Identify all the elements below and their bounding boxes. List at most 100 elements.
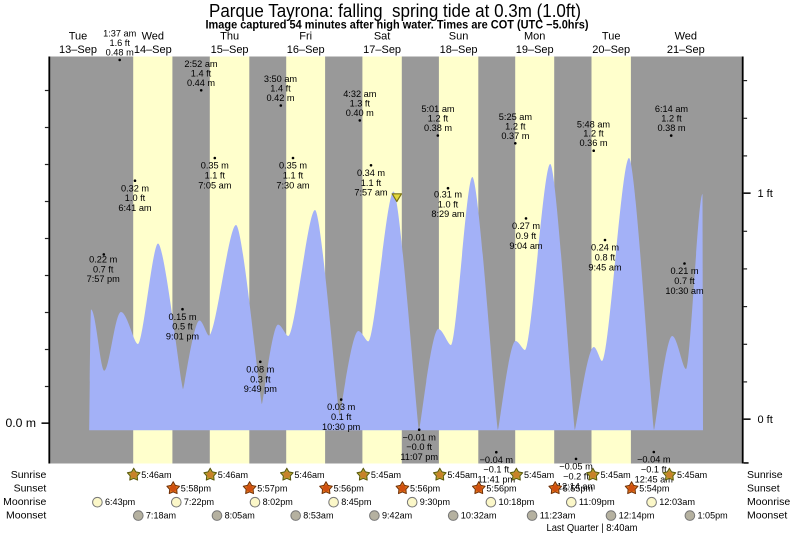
svg-text:12:03am: 12:03am bbox=[659, 497, 695, 508]
svg-text:0.35 m: 0.35 m bbox=[279, 161, 307, 171]
svg-text:Sunrise: Sunrise bbox=[747, 469, 783, 481]
svg-text:5:46am: 5:46am bbox=[141, 470, 171, 481]
svg-text:9:45 am: 9:45 am bbox=[588, 262, 622, 272]
svg-text:0.35 m: 0.35 m bbox=[201, 161, 229, 171]
svg-text:11:41 pm: 11:41 pm bbox=[477, 475, 515, 485]
svg-text:7:18am: 7:18am bbox=[146, 510, 176, 521]
svg-text:0.34 m: 0.34 m bbox=[357, 168, 385, 178]
svg-text:Moonrise: Moonrise bbox=[747, 496, 790, 508]
svg-text:14–Sep: 14–Sep bbox=[134, 44, 172, 56]
svg-text:0.5 ft: 0.5 ft bbox=[172, 322, 193, 332]
svg-text:0.9 ft: 0.9 ft bbox=[516, 231, 537, 241]
svg-text:0.0 m: 0.0 m bbox=[6, 416, 36, 430]
svg-text:1 ft: 1 ft bbox=[758, 188, 773, 200]
svg-text:15–Sep: 15–Sep bbox=[211, 44, 249, 56]
svg-text:1.0 ft: 1.0 ft bbox=[125, 193, 146, 203]
svg-text:7:57 pm: 7:57 pm bbox=[87, 274, 121, 284]
svg-text:0.15 m: 0.15 m bbox=[168, 312, 196, 322]
svg-text:7:57 am: 7:57 am bbox=[354, 188, 388, 198]
svg-text:5:54pm: 5:54pm bbox=[639, 484, 669, 495]
svg-text:16–Sep: 16–Sep bbox=[287, 44, 325, 56]
svg-text:1.2 ft: 1.2 ft bbox=[505, 121, 526, 131]
svg-text:0.24 m: 0.24 m bbox=[591, 243, 619, 253]
svg-text:2:52 am: 2:52 am bbox=[184, 59, 218, 69]
svg-text:8:02pm: 8:02pm bbox=[263, 497, 293, 508]
svg-text:5:57pm: 5:57pm bbox=[257, 484, 287, 495]
svg-text:0.8 ft: 0.8 ft bbox=[595, 253, 616, 263]
svg-text:1.1 ft: 1.1 ft bbox=[205, 171, 226, 181]
svg-text:0.21 m: 0.21 m bbox=[670, 266, 698, 276]
svg-text:0.22 m: 0.22 m bbox=[89, 254, 117, 264]
svg-text:Moonrise: Moonrise bbox=[3, 496, 46, 508]
svg-text:5:45am: 5:45am bbox=[447, 470, 477, 481]
svg-text:5:45am: 5:45am bbox=[677, 470, 707, 481]
svg-text:0.36 m: 0.36 m bbox=[579, 138, 607, 148]
svg-text:Sun: Sun bbox=[449, 31, 469, 43]
svg-text:1.6 ft: 1.6 ft bbox=[109, 38, 130, 48]
svg-text:Wed: Wed bbox=[142, 31, 164, 43]
svg-text:5:56pm: 5:56pm bbox=[486, 484, 516, 495]
svg-text:18–Sep: 18–Sep bbox=[440, 44, 478, 56]
svg-text:0.03 m: 0.03 m bbox=[327, 402, 355, 412]
svg-text:5:55pm: 5:55pm bbox=[563, 484, 593, 495]
svg-text:Image captured 54 minutes afte: Image captured 54 minutes after high wat… bbox=[206, 17, 589, 31]
svg-text:0.27 m: 0.27 m bbox=[512, 221, 540, 231]
svg-text:9:42am: 9:42am bbox=[382, 510, 412, 521]
svg-text:Sunset: Sunset bbox=[14, 483, 47, 495]
svg-text:Thu: Thu bbox=[220, 31, 239, 43]
svg-text:11:09pm: 11:09pm bbox=[579, 497, 615, 508]
svg-text:1.0 ft: 1.0 ft bbox=[438, 199, 459, 209]
svg-text:−0.01 m: −0.01 m bbox=[402, 432, 436, 442]
svg-text:1:37 am: 1:37 am bbox=[103, 29, 137, 39]
svg-text:5:56pm: 5:56pm bbox=[410, 484, 440, 495]
svg-text:0.31 m: 0.31 m bbox=[434, 189, 462, 199]
svg-text:Moonset: Moonset bbox=[747, 509, 787, 521]
svg-text:10:30 pm: 10:30 pm bbox=[322, 422, 361, 432]
svg-text:Parque Tayrona: falling sprin: Parque Tayrona: falling spring tide at 0… bbox=[209, 1, 581, 21]
svg-text:1.2 ft: 1.2 ft bbox=[428, 114, 449, 124]
svg-text:21–Sep: 21–Sep bbox=[667, 44, 705, 56]
svg-text:−0.0 ft: −0.0 ft bbox=[406, 442, 432, 452]
svg-text:Sunset: Sunset bbox=[747, 483, 780, 495]
svg-text:5:25 am: 5:25 am bbox=[499, 112, 533, 122]
svg-text:1.4 ft: 1.4 ft bbox=[270, 84, 291, 94]
svg-text:−0.2 ft: −0.2 ft bbox=[563, 471, 589, 481]
svg-text:0.08 m: 0.08 m bbox=[246, 364, 274, 374]
svg-text:8:53am: 8:53am bbox=[303, 510, 333, 521]
svg-text:0.48 m: 0.48 m bbox=[106, 47, 134, 57]
svg-text:8:45pm: 8:45pm bbox=[341, 497, 371, 508]
svg-text:9:49 pm: 9:49 pm bbox=[244, 384, 278, 394]
svg-text:−0.04 m: −0.04 m bbox=[637, 455, 671, 465]
svg-text:12:45 am: 12:45 am bbox=[635, 474, 674, 484]
svg-text:Last Quarter | 8:40am: Last Quarter | 8:40am bbox=[547, 522, 638, 534]
svg-text:5:56pm: 5:56pm bbox=[334, 484, 364, 495]
svg-text:−0.05 m: −0.05 m bbox=[559, 462, 593, 472]
svg-text:1.2 ft: 1.2 ft bbox=[661, 114, 682, 124]
svg-text:−0.04 m: −0.04 m bbox=[480, 455, 514, 465]
svg-text:1.1 ft: 1.1 ft bbox=[283, 171, 304, 181]
svg-text:17–Sep: 17–Sep bbox=[363, 44, 401, 56]
svg-text:Sunrise: Sunrise bbox=[11, 469, 47, 481]
svg-text:5:48 am: 5:48 am bbox=[577, 119, 611, 129]
svg-text:5:01 am: 5:01 am bbox=[421, 104, 455, 114]
svg-text:5:45am: 5:45am bbox=[524, 470, 554, 481]
svg-text:0.38 m: 0.38 m bbox=[657, 123, 685, 133]
svg-text:Tue: Tue bbox=[602, 31, 621, 43]
svg-text:0 ft: 0 ft bbox=[758, 414, 773, 426]
svg-text:10:32am: 10:32am bbox=[461, 510, 497, 521]
svg-text:1.1 ft: 1.1 ft bbox=[361, 178, 382, 188]
svg-text:5:46am: 5:46am bbox=[294, 470, 324, 481]
svg-text:Tue: Tue bbox=[69, 31, 88, 43]
svg-text:4:32 am: 4:32 am bbox=[343, 89, 377, 99]
svg-text:20–Sep: 20–Sep bbox=[592, 44, 630, 56]
svg-text:7:22pm: 7:22pm bbox=[184, 497, 214, 508]
svg-text:9:30pm: 9:30pm bbox=[420, 497, 450, 508]
svg-text:6:41 am: 6:41 am bbox=[118, 203, 152, 213]
svg-text:Moonset: Moonset bbox=[6, 509, 46, 521]
svg-text:13–Sep: 13–Sep bbox=[59, 44, 97, 56]
svg-text:3:50 am: 3:50 am bbox=[264, 74, 298, 84]
svg-text:Fri: Fri bbox=[299, 31, 312, 43]
svg-text:Mon: Mon bbox=[524, 31, 545, 43]
svg-text:0.42 m: 0.42 m bbox=[266, 93, 294, 103]
svg-text:5:58pm: 5:58pm bbox=[181, 484, 211, 495]
